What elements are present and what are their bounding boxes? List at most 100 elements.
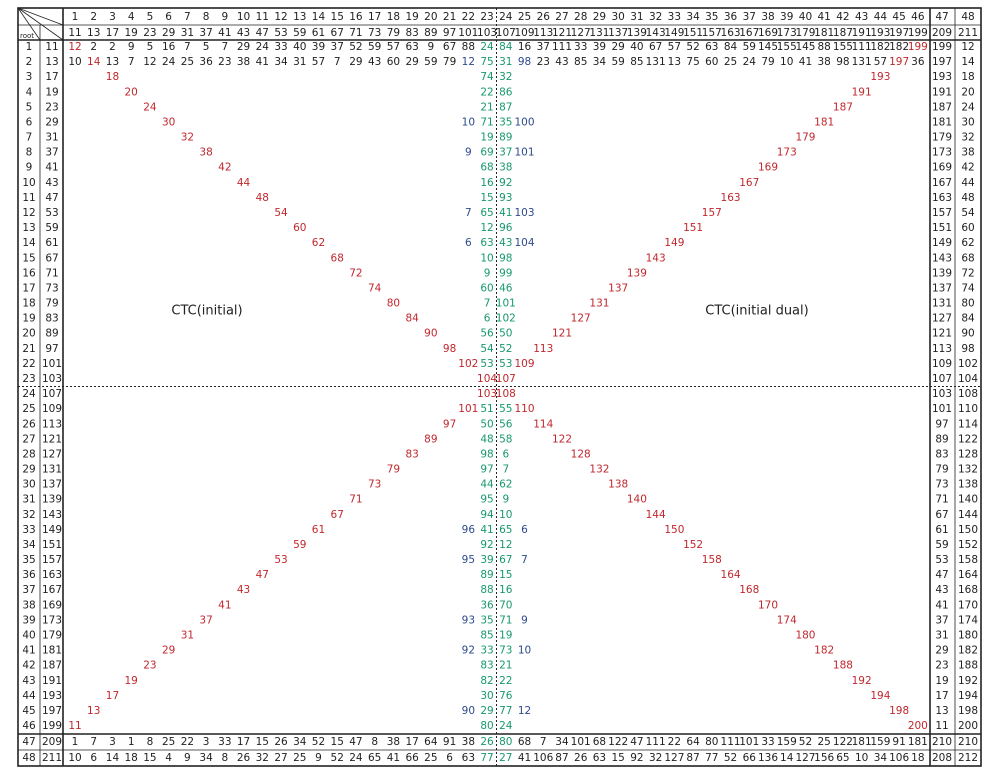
cell-value: 188: [833, 660, 853, 672]
column-prime: 37: [199, 27, 212, 39]
cell-value: 74: [480, 71, 494, 83]
cell-value: 54: [480, 343, 494, 355]
cell-value: 168: [739, 584, 759, 596]
cell-value: 17: [405, 736, 418, 748]
row-index: 21: [22, 343, 35, 355]
column-prime: 67: [331, 27, 344, 39]
row-root: 179: [42, 630, 62, 642]
cell-value: 68: [593, 736, 606, 748]
row-index: 32: [22, 509, 35, 521]
cell-value: 67: [443, 41, 456, 53]
cell-value: 65: [368, 752, 381, 764]
cell-value: 98: [443, 343, 456, 355]
cell-value: 39: [480, 554, 493, 566]
column-prime: 199: [908, 27, 928, 39]
cell-value: 25: [818, 736, 831, 748]
column-prime: 157: [702, 27, 722, 39]
column-index: 4: [128, 11, 135, 23]
cell-value: 9: [484, 267, 491, 279]
row-index: 19: [22, 313, 35, 325]
cell-value: 109: [514, 358, 534, 370]
cell-value: 31: [293, 56, 306, 68]
row-root: 13: [45, 56, 58, 68]
column-prime: 31: [181, 27, 194, 39]
cell-value: 23: [935, 660, 948, 672]
cell-value: 6: [465, 237, 472, 249]
cell-value: 170: [758, 599, 778, 611]
cell-value: 53: [499, 358, 512, 370]
cell-value: 26: [574, 752, 588, 764]
cell-value: 84: [499, 41, 513, 53]
column-prime: 187: [833, 27, 853, 39]
cell-value: 11: [935, 720, 948, 732]
cell-value: 27: [499, 752, 512, 764]
cell-value: 41: [518, 752, 531, 764]
cell-value: 31: [499, 56, 512, 68]
cell-value: 128: [958, 448, 978, 460]
column-index: 5: [147, 11, 154, 23]
cell-value: 12: [462, 56, 475, 68]
cell-value: 7: [521, 554, 528, 566]
cell-value: 29: [349, 56, 362, 68]
row-root: 169: [42, 599, 62, 611]
cell-value: 31: [935, 630, 948, 642]
row-index: 22: [22, 358, 35, 370]
cell-value: 34: [199, 752, 213, 764]
cell-value: 107: [932, 373, 952, 385]
column-index: 47: [935, 11, 948, 23]
cell-value: 62: [961, 237, 974, 249]
cell-value: 110: [514, 403, 534, 415]
column-index: 10: [237, 11, 250, 23]
row-index: 30: [22, 479, 35, 491]
cell-value: 47: [349, 736, 362, 748]
column-prime: 41: [218, 27, 231, 39]
row-index: 15: [22, 252, 35, 264]
row-index: 45: [22, 705, 35, 717]
cell-value: 121: [552, 328, 572, 340]
cell-value: 39: [593, 41, 606, 53]
cell-value: 6: [446, 752, 453, 764]
cell-value: 89: [480, 569, 493, 581]
cell-value: 157: [702, 207, 722, 219]
cell-value: 57: [387, 41, 400, 53]
column-index: 30: [611, 11, 624, 23]
column-index: 8: [203, 11, 210, 23]
cell-value: 65: [836, 752, 849, 764]
cell-value: 79: [443, 56, 456, 68]
column-prime: 89: [424, 27, 437, 39]
cell-value: 29: [237, 41, 250, 53]
cell-value: 158: [958, 554, 978, 566]
row-root: 209: [42, 736, 62, 748]
row-root: 101: [42, 358, 62, 370]
cell-value: 62: [499, 479, 512, 491]
cell-value: 65: [480, 207, 493, 219]
cell-value: 139: [932, 267, 952, 279]
cell-value: 59: [424, 56, 437, 68]
cell-value: 15: [143, 752, 156, 764]
cell-value: 187: [833, 101, 853, 113]
cell-value: 64: [424, 736, 438, 748]
cell-value: 101: [514, 147, 534, 159]
cell-value: 168: [958, 584, 978, 596]
column-prime: 29: [162, 27, 175, 39]
cell-value: 21: [499, 660, 512, 672]
cell-value: 210: [958, 736, 978, 748]
cell-value: 173: [932, 147, 952, 159]
cell-value: 30: [961, 116, 974, 128]
cell-value: 98: [836, 56, 849, 68]
column-index: 43: [855, 11, 868, 23]
row-index: 29: [22, 464, 35, 476]
cell-value: 32: [256, 752, 269, 764]
cell-value: 80: [387, 298, 400, 310]
column-prime: 79: [387, 27, 400, 39]
cell-value: 33: [574, 41, 587, 53]
cell-value: 75: [686, 56, 699, 68]
row-index: 31: [22, 494, 35, 506]
cell-value: 72: [961, 267, 974, 279]
cell-value: 77: [499, 705, 512, 717]
cell-value: 37: [935, 614, 948, 626]
cell-value: 113: [932, 343, 952, 355]
cell-value: 27: [274, 752, 287, 764]
cell-value: 55: [499, 403, 512, 415]
cell-value: 139: [627, 267, 647, 279]
